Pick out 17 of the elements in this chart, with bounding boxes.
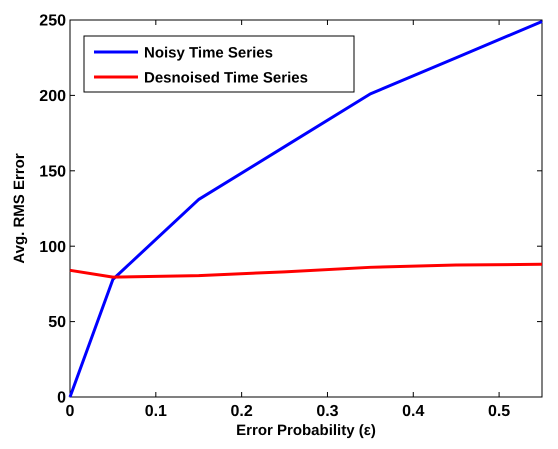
x-tick-label: 0.2	[230, 403, 253, 420]
line-series	[68, 262, 544, 279]
y-tick-label: 50	[48, 314, 66, 332]
y-tick-label: 200	[39, 88, 66, 105]
line-series	[68, 20, 544, 398]
x-tick-label: 0.4	[402, 403, 424, 420]
x-axis-title: Error Probability (ε)	[236, 422, 376, 439]
y-tick-label: 100	[39, 238, 66, 256]
y-axis-title: Avg. RMS Error	[11, 153, 28, 264]
x-tick-label: 0.5	[488, 403, 510, 420]
y-tick-label: 150	[39, 163, 66, 180]
y-tick-label: 0	[57, 390, 66, 407]
y-tick-label: 250	[39, 12, 66, 30]
x-tick-label: 0.1	[144, 403, 168, 420]
legend-label: Noisy Time Series	[144, 44, 273, 62]
legend-label: Desnoised Time Series	[144, 69, 308, 86]
x-tick-label: 0.3	[316, 403, 339, 420]
